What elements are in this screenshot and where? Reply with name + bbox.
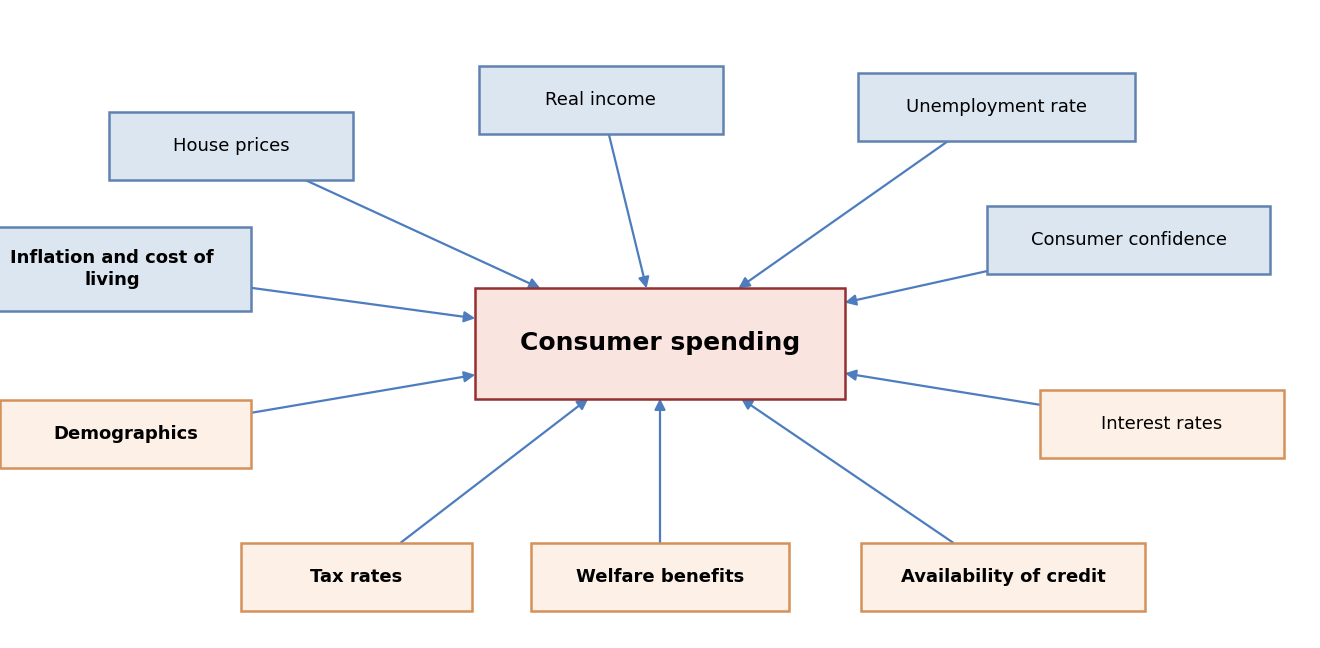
FancyBboxPatch shape bbox=[0, 227, 251, 311]
FancyBboxPatch shape bbox=[531, 543, 788, 610]
Text: Consumer spending: Consumer spending bbox=[520, 331, 800, 356]
Text: Consumer confidence: Consumer confidence bbox=[1031, 231, 1226, 249]
FancyBboxPatch shape bbox=[1040, 390, 1283, 459]
Text: Real income: Real income bbox=[545, 91, 656, 110]
Text: Inflation and cost of
living: Inflation and cost of living bbox=[11, 249, 214, 289]
Text: Welfare benefits: Welfare benefits bbox=[576, 568, 744, 586]
Text: Availability of credit: Availability of credit bbox=[900, 568, 1106, 586]
Text: House prices: House prices bbox=[173, 137, 289, 155]
Text: Tax rates: Tax rates bbox=[310, 568, 403, 586]
Text: Interest rates: Interest rates bbox=[1101, 415, 1222, 434]
Text: Unemployment rate: Unemployment rate bbox=[906, 98, 1088, 116]
FancyBboxPatch shape bbox=[242, 543, 473, 610]
FancyBboxPatch shape bbox=[108, 111, 352, 180]
FancyBboxPatch shape bbox=[861, 543, 1144, 610]
FancyBboxPatch shape bbox=[0, 400, 251, 468]
FancyBboxPatch shape bbox=[858, 73, 1135, 141]
FancyBboxPatch shape bbox=[479, 67, 723, 135]
FancyBboxPatch shape bbox=[475, 288, 845, 399]
FancyBboxPatch shape bbox=[986, 206, 1270, 273]
Text: Demographics: Demographics bbox=[53, 425, 198, 443]
